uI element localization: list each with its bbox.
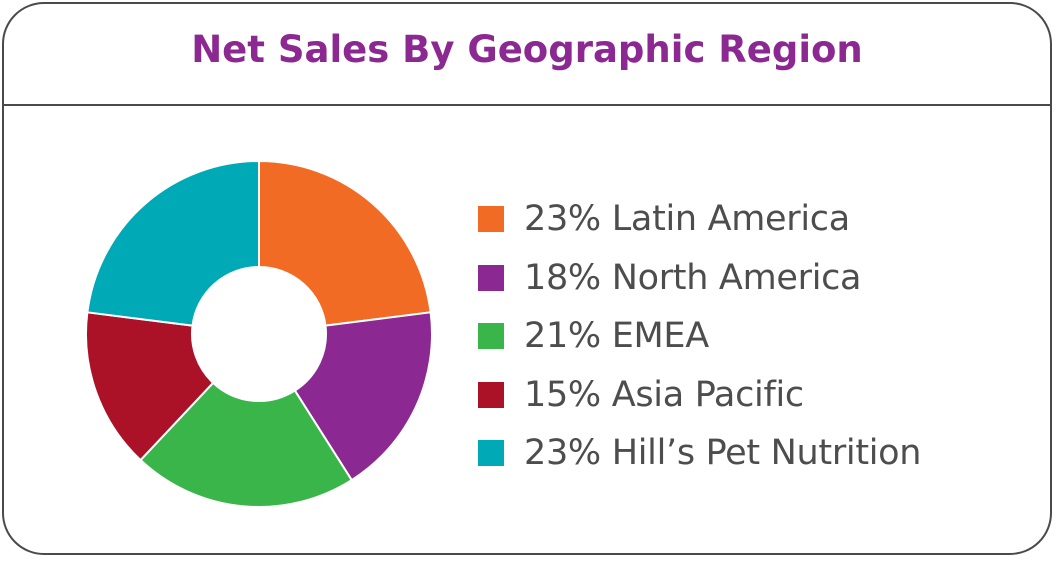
legend-swatch — [478, 440, 504, 467]
legend-item-asia-pacific: 15% Asia Pacific — [478, 366, 921, 425]
pie-slice-emea — [139, 381, 354, 508]
legend-item-latin-america: 23% Latin America — [478, 190, 921, 249]
pie-slice-asia-pacific — [85, 311, 215, 462]
legend-label: 21% EMEA — [524, 316, 709, 357]
legend-label: 23% Hill’s Pet Nutrition — [524, 433, 922, 474]
chart-header: Net Sales By Geographic Region — [4, 4, 1050, 106]
pie-slice-north-america — [293, 311, 433, 482]
legend-swatch — [478, 381, 504, 408]
legend-item-emea: 21% EMEA — [478, 307, 921, 366]
legend-swatch — [478, 206, 504, 233]
legend-swatch — [478, 264, 504, 291]
legend-label: 23% Latin America — [524, 199, 850, 240]
legend-label: 15% Asia Pacific — [524, 374, 804, 415]
pie-slice-latin-america — [258, 159, 432, 327]
legend-item-hills-pet-nutrition: 23% Hill’s Pet Nutrition — [478, 424, 921, 483]
legend-label: 18% North America — [524, 257, 862, 298]
chart-title: Net Sales By Geographic Region — [191, 27, 863, 71]
pie-slice-hills-pet-nutrition — [86, 159, 260, 327]
chart-legend: 23% Latin America 18% North America 21% … — [478, 190, 921, 483]
legend-swatch — [478, 323, 504, 350]
legend-item-north-america: 18% North America — [478, 249, 921, 308]
